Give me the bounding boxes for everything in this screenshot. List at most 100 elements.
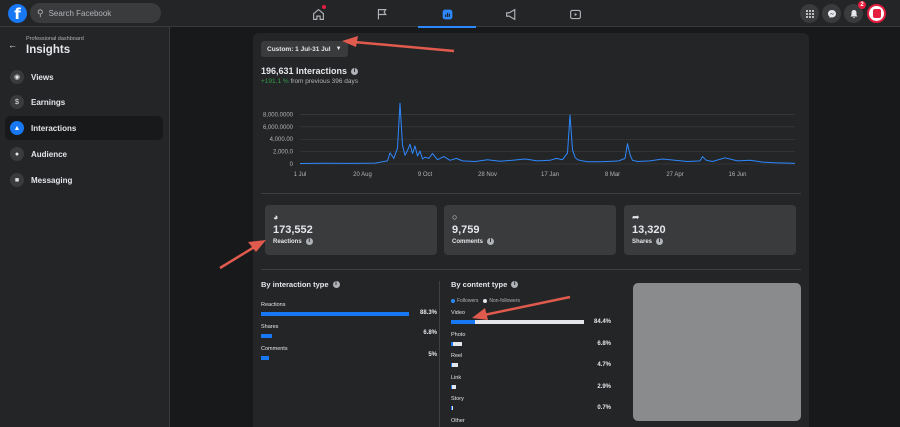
bell-icon <box>850 9 857 18</box>
insights-nav-button[interactable] <box>418 4 476 28</box>
sidebar-item-views[interactable]: ◉ Views <box>5 65 163 89</box>
metric-label: Reactions <box>273 238 302 245</box>
bar-nonfollowers <box>451 384 456 389</box>
thumbs-up-icon: ▲ <box>10 121 24 135</box>
bar-percent: 88.3% <box>419 310 437 316</box>
placeholder-panel <box>633 283 801 421</box>
video-nav-button[interactable] <box>546 4 604 24</box>
x-tick-label: 20 Aug <box>353 172 372 178</box>
bar-fill <box>261 356 270 360</box>
x-tick-label: 8 Mar <box>605 172 620 178</box>
interactions-total: 196,631 Interactions <box>261 66 348 76</box>
metric-label-row: Comments i <box>452 238 608 245</box>
metric-label: Comments <box>452 238 484 245</box>
flag-icon <box>377 8 387 19</box>
metric-card-shares[interactable]: ➦ 13,320 Shares i <box>624 205 796 255</box>
bar-nonfollowers <box>451 320 585 324</box>
bar-percent: 84.4% <box>593 319 611 325</box>
back-arrow-icon[interactable]: ← <box>8 40 17 50</box>
bar-nonfollowers <box>451 363 459 367</box>
sidebar-item-label: Messaging <box>31 175 73 185</box>
top-navigation-bar: f ⚲ Search Facebook 2 <box>0 0 900 28</box>
content-bar-row: Photo 6.8% <box>451 331 611 347</box>
interaction-bar-row: Reactions 88.3% <box>261 302 437 316</box>
sidebar-item-interactions[interactable]: ▲ Interactions <box>5 116 163 140</box>
by-interaction-heading: By interaction type i <box>261 280 340 289</box>
insights-card: Custom: 1 Jul-31 Jul ▼ 196,631 Interacti… <box>253 33 809 427</box>
change-percent: +191.1 % <box>261 78 289 85</box>
sidebar-item-audience[interactable]: ● Audience <box>5 142 163 166</box>
content-legend: Followers Non-followers <box>451 298 520 304</box>
interaction-bar-row: Shares 6.8% <box>261 324 437 338</box>
x-tick-label: 28 Nov <box>478 172 497 178</box>
facebook-logo-icon[interactable]: f <box>8 4 27 23</box>
bar-percent: 6.8% <box>423 330 437 336</box>
legend-nonfollowers-label: Non-followers <box>489 298 520 304</box>
section-title: By interaction type <box>261 280 329 289</box>
bar-label: Reactions <box>261 302 286 308</box>
content-bar-row: Story 0.7% <box>451 396 611 411</box>
pages-nav-button[interactable] <box>353 4 411 24</box>
y-tick-label: 6,000.0000 <box>263 125 294 131</box>
menu-button[interactable] <box>800 4 819 23</box>
bar-label: Shares <box>261 324 279 330</box>
grid-menu-icon <box>805 9 814 18</box>
bar-percent: 0.7% <box>597 405 611 411</box>
play-icon <box>569 9 581 19</box>
notifications-button[interactable]: 2 <box>844 1 866 23</box>
metric-label-row: Reactions i <box>273 238 429 245</box>
sidebar-item-label: Views <box>31 72 54 82</box>
metric-value: 173,552 <box>273 224 313 236</box>
legend-followers-swatch <box>451 299 455 303</box>
interactions-line-chart: 0 2,000.0 4,000.00 6,000.0000 8,000.0000 1 Ju… <box>263 102 796 178</box>
interactions-heading: 196,631 Interactions i <box>261 66 359 76</box>
content-bar-row: Link 2.9% <box>451 375 611 390</box>
info-icon[interactable]: i <box>305 238 313 245</box>
reaction-icon: ◕ <box>273 212 279 222</box>
bar-label: Other <box>451 417 465 424</box>
bar-followers <box>451 384 452 389</box>
page-title: Insights <box>26 44 71 56</box>
info-icon[interactable]: i <box>656 238 664 245</box>
bar-percent: 2.9% <box>597 383 611 390</box>
bar-label: Photo <box>451 331 466 338</box>
legend-nonfollowers-swatch <box>483 299 488 303</box>
sidebar: ← Professional dashboard Insights ◉ View… <box>0 27 170 427</box>
metric-value: 13,320 <box>632 224 666 236</box>
info-icon[interactable]: i <box>487 238 495 245</box>
metric-card-comments[interactable]: ○ 9,759 Comments i <box>444 205 616 255</box>
messenger-button[interactable] <box>822 4 841 23</box>
home-nav-button[interactable] <box>289 4 347 24</box>
bar-followers <box>451 406 452 410</box>
profile-avatar[interactable] <box>867 4 886 23</box>
x-tick-label: 1 Jul <box>294 172 307 178</box>
notification-count-badge: 2 <box>858 1 866 9</box>
bar-followers <box>451 341 453 346</box>
bar-nonfollowers <box>451 341 462 346</box>
metric-label-row: Shares i <box>632 238 788 245</box>
sidebar-subtitle: Professional dashboard <box>26 36 84 42</box>
bar-label: Reel <box>451 353 463 359</box>
insights-chart-icon <box>442 9 452 19</box>
caret-down-icon: ▼ <box>335 46 342 52</box>
date-range-dropdown[interactable]: Custom: 1 Jul-31 Jul ▼ <box>261 41 348 57</box>
sidebar-item-messaging[interactable]: ■ Messaging <box>5 168 163 192</box>
metric-card-reactions[interactable]: ◕ 173,552 Reactions i <box>265 205 437 255</box>
sidebar-item-earnings[interactable]: $ Earnings <box>5 90 163 114</box>
bar-label: Video <box>451 310 465 316</box>
megaphone-icon <box>505 8 515 20</box>
content-bar-row: Video 84.4% <box>451 310 611 325</box>
y-tick-label: 4,000.00 <box>270 137 294 143</box>
search-input[interactable]: Search Facebook <box>48 8 112 18</box>
comment-icon: ○ <box>452 212 458 222</box>
ads-nav-button[interactable] <box>482 4 540 24</box>
search-bar[interactable]: ⚲ Search Facebook <box>30 3 161 23</box>
bar-percent: 6.8% <box>597 340 611 347</box>
info-icon[interactable]: i <box>511 281 519 288</box>
info-icon[interactable]: i <box>332 281 340 288</box>
date-range-label: Custom: 1 Jul-31 Jul <box>267 45 331 53</box>
info-icon[interactable]: i <box>351 67 359 75</box>
bar-percent: 4.7% <box>597 362 611 368</box>
metric-value: 9,759 <box>452 224 480 236</box>
sidebar-item-label: Audience <box>31 149 68 159</box>
